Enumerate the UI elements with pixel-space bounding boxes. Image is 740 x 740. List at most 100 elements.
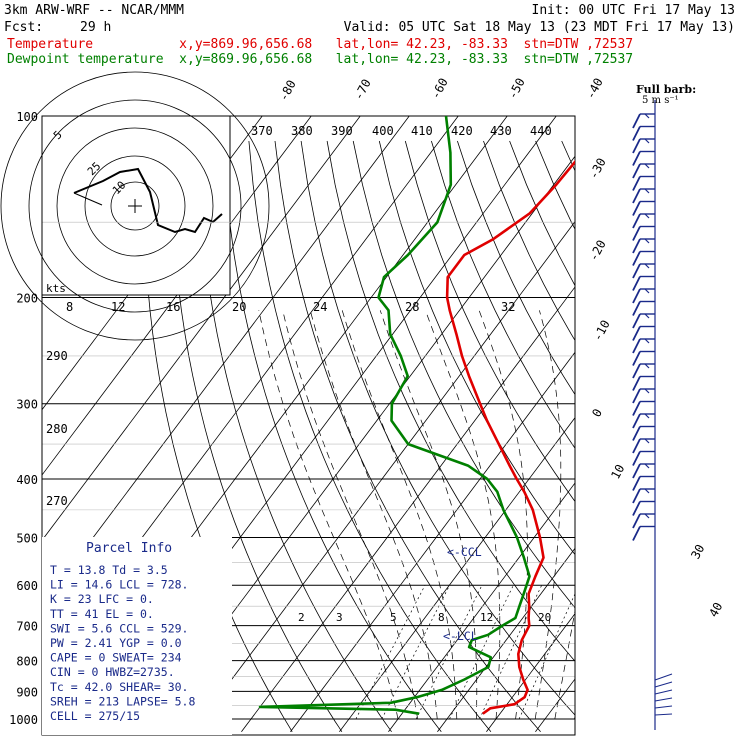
wind-barb [632,500,655,516]
wind-barb [632,438,655,454]
wind-barb [632,388,655,404]
ccl-marker: <-CCL [447,545,482,559]
dry-adiabat-line [326,140,575,662]
dry-adiabat-line [300,140,575,716]
model-title: 3km ARW-WRF -- NCAR/MMM [4,3,184,18]
fcst-label: Fcst: [4,20,43,35]
parcel-info-row: SREH = 213 LAPSE= 5.8 [50,694,195,708]
dry-adiabat-line [692,141,740,732]
isotherm-line [584,116,740,732]
hodograph-ring [56,127,214,285]
wind-barb [632,338,655,354]
mixing-ratio-label: 5 [390,611,397,624]
isotherm-line [290,351,575,733]
isotherm-label: -50 [505,76,528,102]
valid-time: Valid: 05 UTC Sat 18 May 13 (23 MDT Fri … [344,20,735,35]
wind-barb [632,225,655,241]
dry-adiabat-line [196,140,392,733]
moist-adiabat-line [534,310,562,720]
lcl-marker: <-LCL [443,629,478,643]
mixing-ratio-line [518,592,575,720]
wind-barb [632,250,655,266]
speed-scale-label: 24 [313,300,327,314]
moist-adiabat-line [282,310,418,720]
theta-label: 380 [291,124,313,138]
isotherm-label: -20 [586,238,609,264]
speed-scale-label: 8 [66,300,73,314]
wind-barb [632,150,655,166]
wind-barb [632,213,655,229]
isotherm-line [339,417,575,733]
wind-barb [632,375,655,391]
pressure-label: 900 [16,685,38,699]
moist-adiabat-line [425,310,501,720]
theta-label: 390 [331,124,353,138]
theta-label: 440 [530,124,552,138]
wind-barb [632,525,655,541]
speed-scale-label: 16 [166,300,180,314]
wind-barb [632,300,655,316]
wind-barb [654,697,673,702]
dewpoint-trace [258,116,531,715]
wind-barb [632,350,655,366]
speed-scale-label: 28 [405,300,419,314]
hodograph-speed-unit: kts [46,282,66,295]
theta-label: 410 [411,124,433,138]
pressure-label: 400 [16,473,38,487]
wind-barbs [632,100,673,730]
hodograph-ring [28,99,242,313]
dry-adiabat-line [274,140,541,733]
wind-barb [632,425,655,441]
moist-adiabat-line [341,310,458,720]
isotherm-line [437,547,575,733]
isotherm-label: -40 [583,76,606,102]
wind-barb [632,200,655,216]
mixing-ratio-label: 20 [538,611,551,624]
dewpoint-legend: Dewpoint temperature x,y=869.96,656.68 l… [7,52,633,67]
moist-adiabat-line [478,310,528,720]
moist-adiabat-line [554,608,575,720]
wind-barb [632,413,655,429]
dry-adiabat-line [509,140,575,287]
dry-adiabat-line [666,141,740,732]
isotherm-label: -30 [586,156,609,182]
pressure-label: 600 [16,579,38,593]
wind-barb [632,450,655,466]
wind-barb [632,513,655,529]
theta-label: 420 [451,124,473,138]
wind-barb [632,138,655,154]
wind-barb [632,288,655,304]
mixing-ratio-label: 2 [298,611,305,624]
parcel-info-row: PW = 2.41 YGP = 0.0 [50,636,182,650]
wind-barb [632,400,655,416]
moist-adiabat-line [258,310,399,720]
theta-label: 370 [251,124,273,138]
mixing-ratio-line [381,585,450,720]
pressure-label: 1000 [9,713,38,727]
dry-adiabat-line [170,140,343,733]
wind-barb [654,673,673,681]
wind-barb [632,463,655,479]
isotherm-label: -10 [590,318,613,344]
moist-adiabat-line [379,310,478,720]
isotherm-line [486,613,575,733]
parcel-info-row: TT = 41 EL = 0. [50,607,154,621]
isotherm-line [241,286,575,733]
dry-adiabat-line [457,140,575,396]
speed-scale-label: 32 [501,300,515,314]
dry-adiabat-label: 290 [46,349,68,363]
wind-barb [632,325,655,341]
dry-adiabat-label: 270 [46,494,68,508]
pressure-label: 200 [16,292,38,306]
temperature-trace [445,159,575,715]
isotherm-line [42,116,361,542]
wind-barb [654,689,673,695]
isotherm-line [42,116,410,607]
wind-barb [632,475,655,491]
dry-adiabat-label: 280 [46,422,68,436]
mixing-ratio-label: 3 [336,611,343,624]
parcel-info-row: K = 23 LFC = 0. [50,592,154,606]
fcst-value: 29 h [80,20,111,35]
